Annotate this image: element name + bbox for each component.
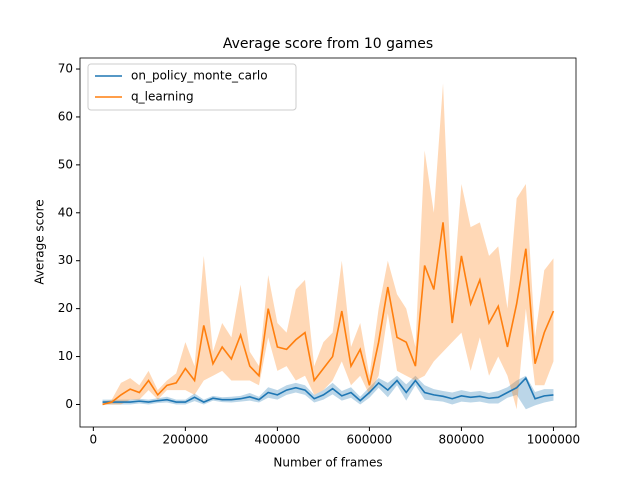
x-tick-label: 0 [90,433,98,447]
chart-title: Average score from 10 games [223,36,433,52]
x-axis-label: Number of frames [273,456,382,470]
y-tick-label: 10 [58,349,73,363]
y-tick-label: 60 [58,109,73,123]
y-axis-label: Average score [33,199,47,284]
y-tick-label: 30 [58,253,73,267]
y-tick-label: 70 [58,62,73,76]
y-tick-label: 40 [58,205,73,219]
legend: on_policy_monte_carlo q_learning [87,63,297,111]
legend-label: on_policy_monte_carlo [131,69,268,83]
y-tick-label: 50 [58,157,73,171]
legend-label: q_learning [131,90,194,104]
legend-box [87,63,297,111]
x-tick-label: 200000 [162,433,208,447]
series-line [102,222,555,406]
y-tick-label: 0 [65,397,73,411]
series-line [102,376,554,403]
error-band [102,83,554,410]
x-tick-label: 400000 [254,433,300,447]
x-tick-label: 600000 [347,433,393,447]
plot-frame [79,57,577,428]
x-tick-label: 1000000 [527,433,580,447]
y-tick-label: 20 [58,301,73,315]
x-tick-label: 800000 [439,433,485,447]
